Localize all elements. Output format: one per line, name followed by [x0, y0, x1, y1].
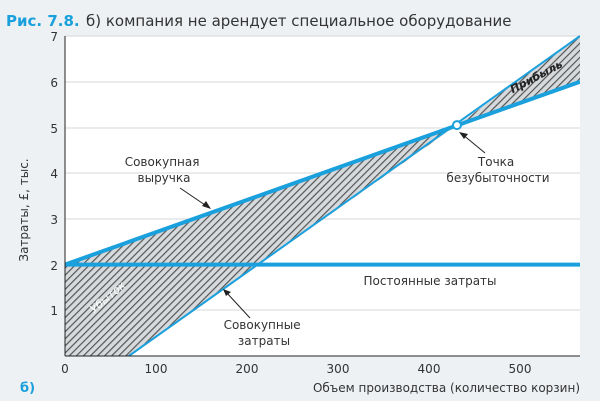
x-tick-label: 0: [61, 362, 69, 376]
x-tick-label: 500: [509, 362, 532, 376]
y-tick-label: 7: [50, 30, 58, 44]
break-even-annotation-line: безубыточности: [446, 171, 549, 185]
panel-tag: б): [20, 381, 35, 396]
revenue-line: [65, 79, 580, 267]
y-tick-label: 1: [50, 304, 58, 318]
figure-label: Рис. 7.8.: [6, 12, 80, 30]
revenue-annotation-arrowhead: [202, 201, 211, 209]
revenue-annotation-arrow: [179, 187, 209, 208]
y-tick-label: 5: [50, 122, 58, 136]
y-axis-labels: 1 2 3 4 5 6 7: [50, 30, 58, 318]
x-axis-labels: 0 100 200 300 400 500: [61, 362, 531, 376]
total-cost-annotation-line: затраты: [238, 334, 290, 348]
total-cost-line: [128, 35, 580, 356]
x-tick-label: 300: [327, 362, 350, 376]
revenue-annotation-line: Совокупная: [125, 155, 200, 169]
figure-caption: б) компания не арендует специальное обор…: [86, 12, 512, 30]
revenue-annotation: Совокупная выручка: [125, 155, 204, 185]
y-tick-label: 3: [50, 213, 58, 227]
total-cost-annotation-line: Совокупные: [224, 318, 301, 332]
break-even-annotation: Точка безубыточности: [446, 155, 549, 185]
fixed-cost-annotation: Постоянные затраты: [363, 274, 496, 288]
y-tick-label: 2: [50, 259, 58, 273]
x-tick-label: 400: [418, 362, 441, 376]
revenue-annotation-line: выручка: [138, 171, 191, 185]
total-cost-annotation-arrowhead: [223, 289, 231, 296]
x-axis-title: Объем производства (количество корзин): [313, 381, 580, 395]
profit-region: [456, 36, 580, 126]
x-tick-label: 100: [145, 362, 168, 376]
y-tick-label: 6: [50, 76, 58, 90]
break-even-annotation-arrowhead: [459, 132, 468, 139]
break-even-annotation-line: Точка: [477, 155, 514, 169]
y-axis-title: Затраты, £, тыс.: [17, 158, 31, 261]
break-even-annotation-arrow: [461, 133, 486, 154]
x-tick-label: 200: [236, 362, 259, 376]
y-tick-label: 4: [50, 167, 58, 181]
break-even-point: [451, 120, 462, 131]
loss-region: [65, 125, 457, 356]
total-cost-annotation: Совокупные затраты: [224, 318, 305, 348]
total-cost-annotation-arrow: [225, 291, 251, 319]
